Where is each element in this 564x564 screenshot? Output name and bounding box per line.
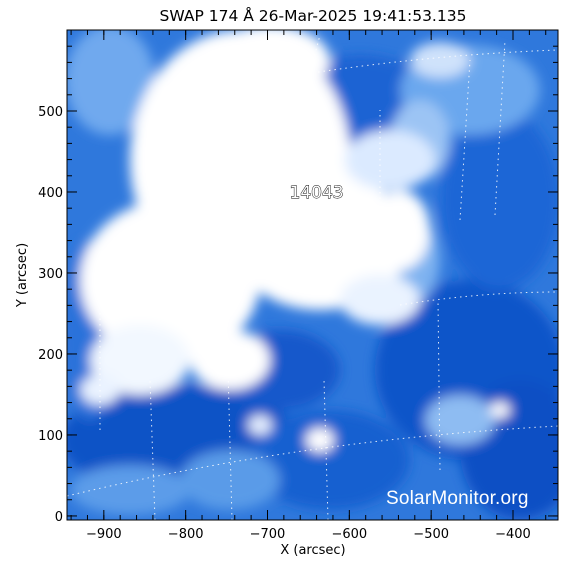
x-tick-label: −600 xyxy=(331,527,367,542)
x-tick-label: −800 xyxy=(168,527,204,542)
x-tick-label: −700 xyxy=(250,527,286,542)
y-tick-label: 200 xyxy=(38,348,63,363)
y-tick-label: 500 xyxy=(38,105,63,120)
y-axis-label: Y (arcsec) xyxy=(15,243,30,308)
heliographic-grid xyxy=(67,34,558,520)
x-tick-label: −500 xyxy=(413,527,449,542)
x-tick-label: −400 xyxy=(495,527,531,542)
x-tick-label: −900 xyxy=(86,527,122,542)
x-axis-label: X (arcsec) xyxy=(280,543,345,558)
y-tick-label: 300 xyxy=(38,267,63,282)
region-label-14043: 14043 xyxy=(290,183,344,203)
plot-title: SWAP 174 Å 26-Mar-2025 19:41:53.135 xyxy=(160,6,467,25)
y-tick-label: 100 xyxy=(38,429,63,444)
y-tick-label: 0 xyxy=(55,510,63,525)
plot-frame xyxy=(66,29,559,521)
axes: −900 −800 −700 −600 −500 −400 0 100 200 300 400 500 xyxy=(38,29,559,542)
solar-image xyxy=(67,30,558,520)
solarmonitor-watermark: SolarMonitor.org xyxy=(386,488,529,509)
y-tick-label: 400 xyxy=(38,186,63,201)
